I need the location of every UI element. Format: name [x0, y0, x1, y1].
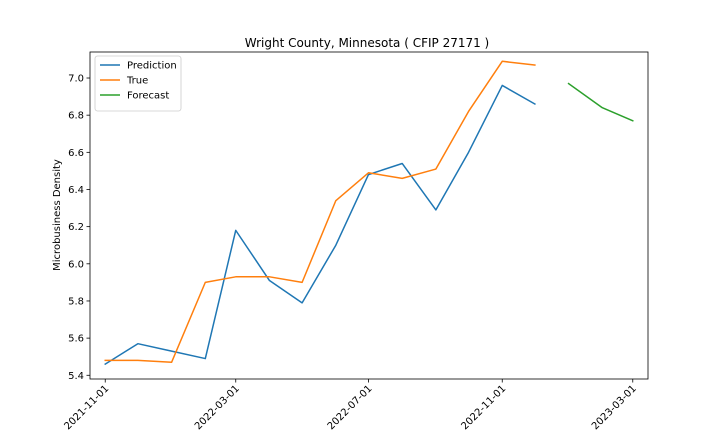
- legend-label-forecast: Forecast: [127, 91, 169, 102]
- y-tick-label: 7.0: [68, 74, 84, 85]
- x-tick-label: 2022-07-01: [326, 383, 375, 432]
- series-line-forecast: [567, 82, 634, 122]
- y-tick-label: 6.0: [68, 259, 84, 270]
- x-tick-label: 2022-11-01: [459, 383, 508, 432]
- series-line-true: [104, 60, 536, 364]
- legend-box: [94, 55, 182, 112]
- y-tick-label: 5.6: [68, 334, 84, 345]
- legend-label-true: True: [126, 76, 148, 87]
- y-tick-label: 5.8: [68, 296, 84, 307]
- y-tick-label: 6.4: [68, 185, 84, 196]
- legend-label-prediction: Prediction: [127, 61, 177, 72]
- x-tick-label: 2021-11-01: [62, 383, 111, 432]
- y-tick-label: 5.4: [68, 371, 84, 382]
- x-tick-label: 2023-03-01: [590, 383, 639, 432]
- chart-title: Wright County, Minnesota ( CFIP 27171 ): [245, 36, 490, 50]
- series-line-prediction: [104, 84, 536, 366]
- y-tick-label: 6.6: [68, 148, 84, 159]
- legend: Prediction True Forecast: [94, 55, 182, 112]
- y-axis-label: Microbusiness Density: [52, 159, 63, 271]
- series-layer: [104, 60, 634, 366]
- x-tick-label: 2022-03-01: [193, 383, 242, 432]
- y-tick-label: 6.2: [68, 222, 84, 233]
- x-axis: 2021-11-01 2022-03-01 2022-07-01 2022-11-01…: [62, 379, 639, 432]
- y-tick-label: 6.8: [68, 111, 84, 122]
- y-axis: 5.4 5.6 5.8 6.0 6.2 6.4 6.6 6.8 7.0: [68, 74, 90, 382]
- plot-frame: [89, 51, 649, 380]
